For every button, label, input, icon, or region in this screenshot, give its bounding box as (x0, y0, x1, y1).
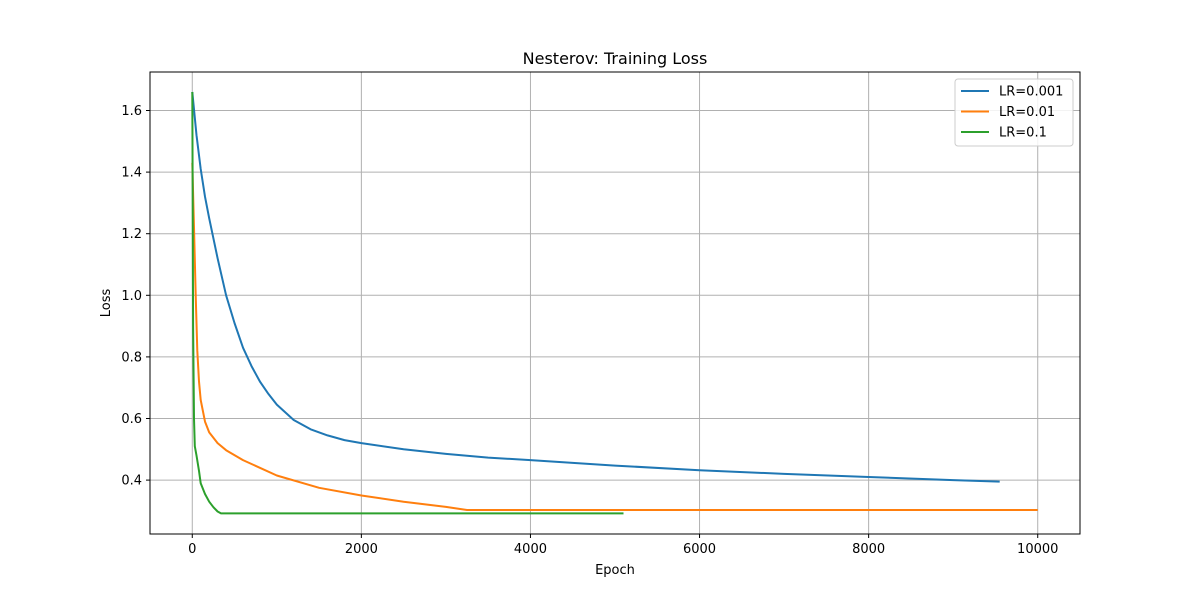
x-tick-label: 2000 (345, 542, 378, 557)
series-line-2 (191, 91, 624, 515)
y-tick-label: 1.2 (121, 227, 142, 242)
x-tick-label: 10000 (1017, 542, 1058, 557)
y-tick-label: 1.4 (121, 166, 142, 181)
grid (150, 72, 1080, 534)
y-axis-ticks: 0.4 0.6 0.8 1.0 1.2 1.4 1.6 (121, 104, 150, 489)
y-tick-label: 0.4 (121, 474, 142, 489)
legend-label-2: LR=0.1 (999, 126, 1047, 141)
legend: LR=0.001 LR=0.01 LR=0.1 (954, 78, 1074, 147)
plot-frame (149, 71, 1081, 535)
y-axis-title: Loss (99, 289, 114, 318)
legend-label-0: LR=0.001 (999, 85, 1063, 100)
legend-box (954, 78, 1074, 147)
y-tick-label: 1.6 (121, 104, 142, 119)
y-tick-label: 1.0 (121, 289, 142, 304)
y-tick-label: 0.6 (121, 412, 142, 427)
series-lines (191, 91, 1038, 515)
series-line-1 (191, 162, 1038, 511)
x-tick-label: 0 (188, 542, 196, 557)
series-line-0 (191, 91, 1000, 483)
y-tick-label: 0.8 (121, 350, 142, 365)
x-tick-label: 4000 (514, 542, 547, 557)
x-tick-label: 8000 (852, 542, 885, 557)
legend-label-1: LR=0.01 (999, 105, 1055, 120)
chart-title: Nesterov: Training Loss (523, 49, 708, 68)
x-tick-label: 6000 (683, 542, 716, 557)
x-axis-title: Epoch (595, 563, 635, 578)
x-axis-ticks: 0 2000 4000 6000 8000 10000 (188, 534, 1058, 557)
